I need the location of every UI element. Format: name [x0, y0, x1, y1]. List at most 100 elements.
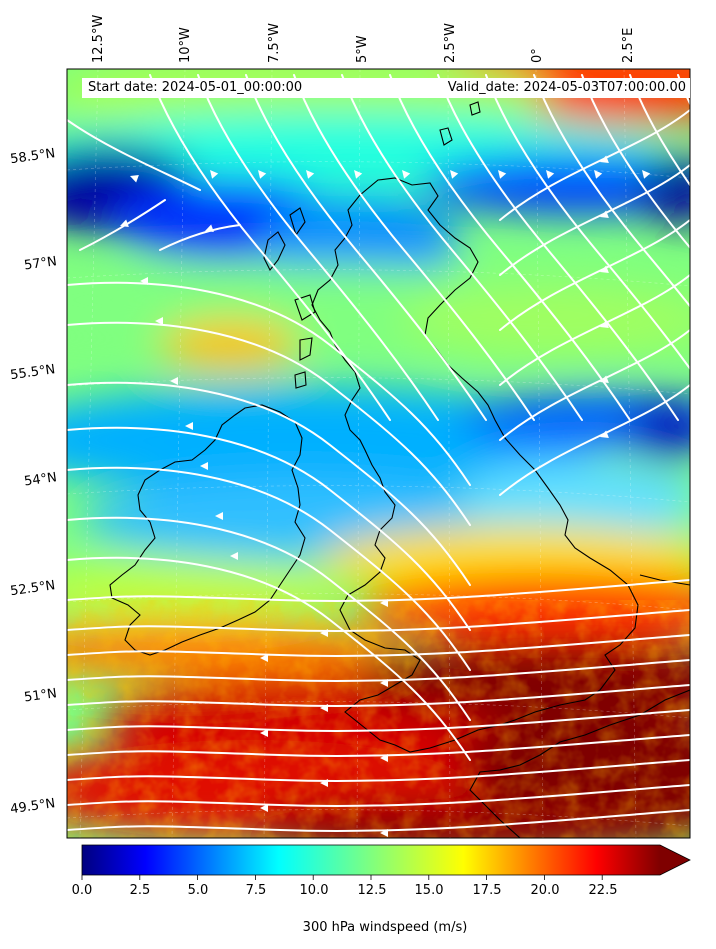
- colorbar-tick-label: 22.5: [588, 883, 618, 898]
- streamline: [581, 74, 690, 250]
- streamline-arrow: [354, 170, 363, 179]
- streamline: [499, 274, 690, 386]
- streamline-arrow: [402, 170, 411, 179]
- streamline: [67, 556, 471, 761]
- streamline-arrow: [155, 317, 163, 325]
- wind-streamlines: [67, 74, 690, 832]
- streamline-arrowheads: [120, 155, 651, 837]
- colorbar-tick-label: 2.5: [129, 883, 151, 898]
- streamline: [67, 609, 690, 632]
- streamline: [67, 119, 201, 191]
- colorbar-tick-label: 7.5: [245, 883, 267, 898]
- colorbar-tick-label: 12.5: [357, 883, 387, 898]
- streamline: [67, 734, 690, 757]
- streamline-arrow: [600, 155, 609, 164]
- streamline: [67, 709, 690, 732]
- streamline: [293, 74, 535, 421]
- streamline: [79, 199, 166, 251]
- streamline-arrow: [546, 170, 555, 179]
- windspeed-field: [67, 69, 690, 838]
- streamline: [67, 281, 471, 486]
- streamline: [67, 516, 471, 721]
- streamline: [67, 684, 690, 707]
- streamline-arrow: [170, 377, 178, 385]
- streamline-arrow: [642, 170, 651, 179]
- streamline: [629, 74, 690, 187]
- streamline: [499, 384, 690, 496]
- streamline: [67, 321, 471, 526]
- streamline: [67, 659, 690, 682]
- streamline: [499, 219, 690, 331]
- streamline: [67, 759, 690, 782]
- streamline-arrow: [594, 170, 603, 179]
- streamline: [499, 329, 690, 441]
- streamline-arrow: [600, 210, 609, 219]
- lon-label-0: 0°: [530, 48, 545, 63]
- start-date-label: Start date: 2024-05-01_00:00:00: [88, 80, 303, 95]
- streamline: [67, 466, 471, 671]
- streamline-arrow: [380, 679, 388, 687]
- graticule: [67, 69, 690, 838]
- streamline-arrow: [230, 552, 238, 560]
- lon-label-7-5w: 7.5°W: [267, 22, 282, 63]
- lon-label-5w: 5°W: [355, 35, 370, 63]
- valid-date-label: Valid_date: 2024-05-03T07:00:00.00: [447, 80, 686, 95]
- streamline-arrow: [258, 170, 267, 179]
- streamline-arrow: [306, 170, 315, 179]
- streamline: [499, 164, 690, 276]
- streamline-arrow: [120, 219, 129, 228]
- lon-label-12-5w: 12.5°W: [91, 14, 106, 63]
- streamline-arrow: [185, 422, 193, 430]
- streamline: [485, 74, 690, 371]
- streamline-arrow: [130, 174, 139, 183]
- map-frame: [66, 68, 691, 839]
- streamline-arrow: [200, 462, 208, 470]
- colorbar-tick-label: 10.0: [299, 883, 329, 898]
- streamline: [67, 634, 690, 657]
- streamline-arrow: [380, 599, 388, 607]
- streamline-arrow: [140, 277, 148, 285]
- colorbar-tick-label: 5.0: [187, 883, 209, 898]
- streamline: [67, 426, 471, 631]
- lon-label-2-5w: 2.5°W: [443, 22, 458, 63]
- streamline: [437, 74, 679, 421]
- streamline: [245, 74, 487, 421]
- streamline-arrow: [215, 512, 223, 520]
- lon-label-10w: 10°W: [178, 27, 193, 63]
- lon-label-2-5e: 2.5°E: [621, 27, 636, 63]
- streamline-arrow: [450, 170, 459, 179]
- colorbar-tick-label: 0.0: [71, 883, 93, 898]
- streamline: [389, 74, 631, 421]
- colorbar-tick-label: 15.0: [414, 883, 444, 898]
- streamline-arrow: [320, 704, 328, 712]
- streamline-arrow: [600, 430, 609, 439]
- streamline: [149, 74, 391, 421]
- colorbar-tick-label: 17.5: [472, 883, 502, 898]
- streamline-arrow: [320, 779, 328, 787]
- streamline: [67, 809, 690, 832]
- streamline-arrow: [600, 265, 609, 274]
- streamline: [67, 381, 471, 586]
- streamline-arrow: [210, 170, 219, 179]
- streamline-arrow: [600, 375, 609, 384]
- streamline-arrow: [320, 629, 328, 637]
- streamline-arrow: [380, 754, 388, 762]
- streamline: [197, 74, 439, 421]
- streamline: [159, 224, 241, 251]
- colorbar: [81, 844, 691, 880]
- streamline-arrow: [380, 829, 388, 837]
- streamline-arrow: [260, 654, 268, 662]
- streamline-arrow: [260, 729, 268, 737]
- streamline-arrow: [498, 170, 507, 179]
- date-header: Start date: 2024-05-01_00:00:00 Valid_da…: [82, 78, 690, 98]
- colorbar-label: 300 hPa windspeed (m/s): [302, 920, 468, 935]
- colorbar-tick-label: 20.0: [530, 883, 560, 898]
- streamline-arrow: [260, 804, 268, 812]
- streamline: [341, 74, 583, 421]
- streamline: [499, 109, 690, 221]
- streamline: [67, 784, 690, 807]
- streamline-arrow: [600, 320, 609, 329]
- streamline: [67, 579, 690, 602]
- streamline-arrow: [205, 224, 214, 233]
